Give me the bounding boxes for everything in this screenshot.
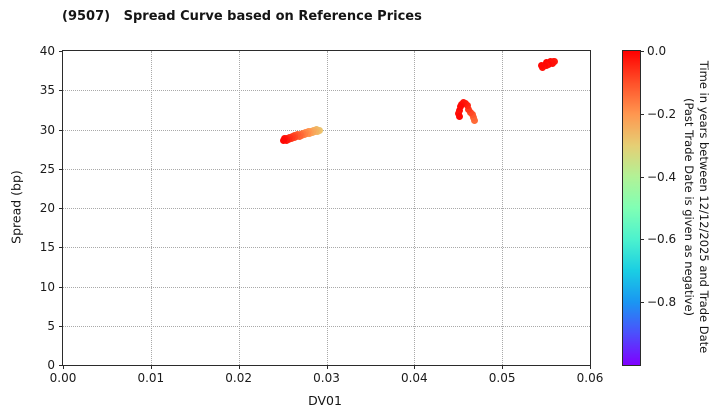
x-tick-label: 0.02 bbox=[225, 371, 253, 385]
colorbar-tick-label: −0.8 bbox=[647, 295, 677, 310]
x-tick bbox=[150, 365, 152, 369]
scatter-point bbox=[538, 62, 546, 70]
y-gridline bbox=[63, 129, 590, 131]
colorbar-tick bbox=[640, 302, 644, 304]
y-gridline bbox=[63, 286, 590, 288]
x-tick bbox=[63, 365, 64, 369]
colorbar-tick bbox=[640, 113, 644, 115]
y-tick bbox=[59, 129, 63, 131]
y-tick-label: 15 bbox=[39, 240, 55, 255]
x-tick bbox=[414, 365, 416, 369]
colorbar: 0.0 −0.2 −0.4 −0.6 −0.8 bbox=[622, 44, 676, 366]
x-tick bbox=[238, 365, 240, 369]
colorbar-tick bbox=[640, 51, 644, 52]
x-tick-label: 0.03 bbox=[313, 371, 340, 385]
y-tick-label: 20 bbox=[39, 201, 55, 215]
x-tick-label: 0.05 bbox=[488, 371, 516, 385]
colorbar-label-line2: (Past Trade Date is given as negative) bbox=[682, 97, 696, 317]
y-tick bbox=[59, 51, 63, 52]
plot-area: 0.00 0.01 0.02 0.03 0.04 0.05 0.06 0 5 10 15 20 25 30… bbox=[40, 44, 604, 385]
y-tick bbox=[59, 325, 63, 327]
y-gridline bbox=[63, 208, 590, 209]
y-tick bbox=[59, 286, 63, 288]
x-tick bbox=[590, 365, 591, 369]
x-tick-label: 0.04 bbox=[400, 371, 428, 385]
y-tick-label: 30 bbox=[39, 122, 55, 137]
y-gridline bbox=[63, 90, 590, 92]
y-tick-label: 40 bbox=[39, 44, 55, 58]
x-axis-label: DV01 bbox=[308, 393, 342, 408]
colorbar-tick bbox=[640, 176, 644, 178]
y-gridline bbox=[63, 247, 590, 249]
colorbar-tick-label: −0.2 bbox=[647, 106, 677, 121]
colorbar-label-line1: Time in years between 12/12/2025 and Tra… bbox=[697, 60, 711, 354]
scatter-point bbox=[279, 137, 287, 145]
x-tick bbox=[326, 365, 328, 369]
y-tick-label: 0 bbox=[47, 358, 55, 372]
scatter-point bbox=[456, 103, 464, 111]
y-gridline bbox=[63, 325, 590, 327]
x-tick-label: 0.01 bbox=[137, 371, 165, 385]
y-tick-label: 25 bbox=[39, 161, 55, 176]
y-gridline bbox=[63, 168, 590, 170]
chart-title: (9507) Spread Curve based on Reference P… bbox=[62, 9, 422, 24]
y-axis-label: Spread (bp) bbox=[8, 170, 24, 244]
y-tick-label: 10 bbox=[39, 279, 55, 294]
scatter-point bbox=[465, 105, 473, 113]
y-tick-label: 5 bbox=[47, 318, 55, 333]
y-tick bbox=[59, 247, 63, 249]
colorbar-tick-label: −0.4 bbox=[647, 169, 677, 184]
scatter-point bbox=[455, 112, 463, 120]
colorbar-tick bbox=[640, 239, 644, 241]
colorbar-tick-label: 0.0 bbox=[647, 44, 667, 58]
y-tick bbox=[59, 208, 63, 209]
y-tick bbox=[59, 90, 63, 92]
colorbar-tick-label: −0.6 bbox=[647, 232, 677, 247]
x-tick-label: 0.06 bbox=[576, 371, 604, 385]
x-tick-label: 0.00 bbox=[49, 371, 77, 385]
y-tick bbox=[59, 365, 63, 366]
y-tick-label: 35 bbox=[39, 83, 55, 98]
x-tick bbox=[502, 365, 504, 369]
y-tick bbox=[59, 168, 63, 170]
